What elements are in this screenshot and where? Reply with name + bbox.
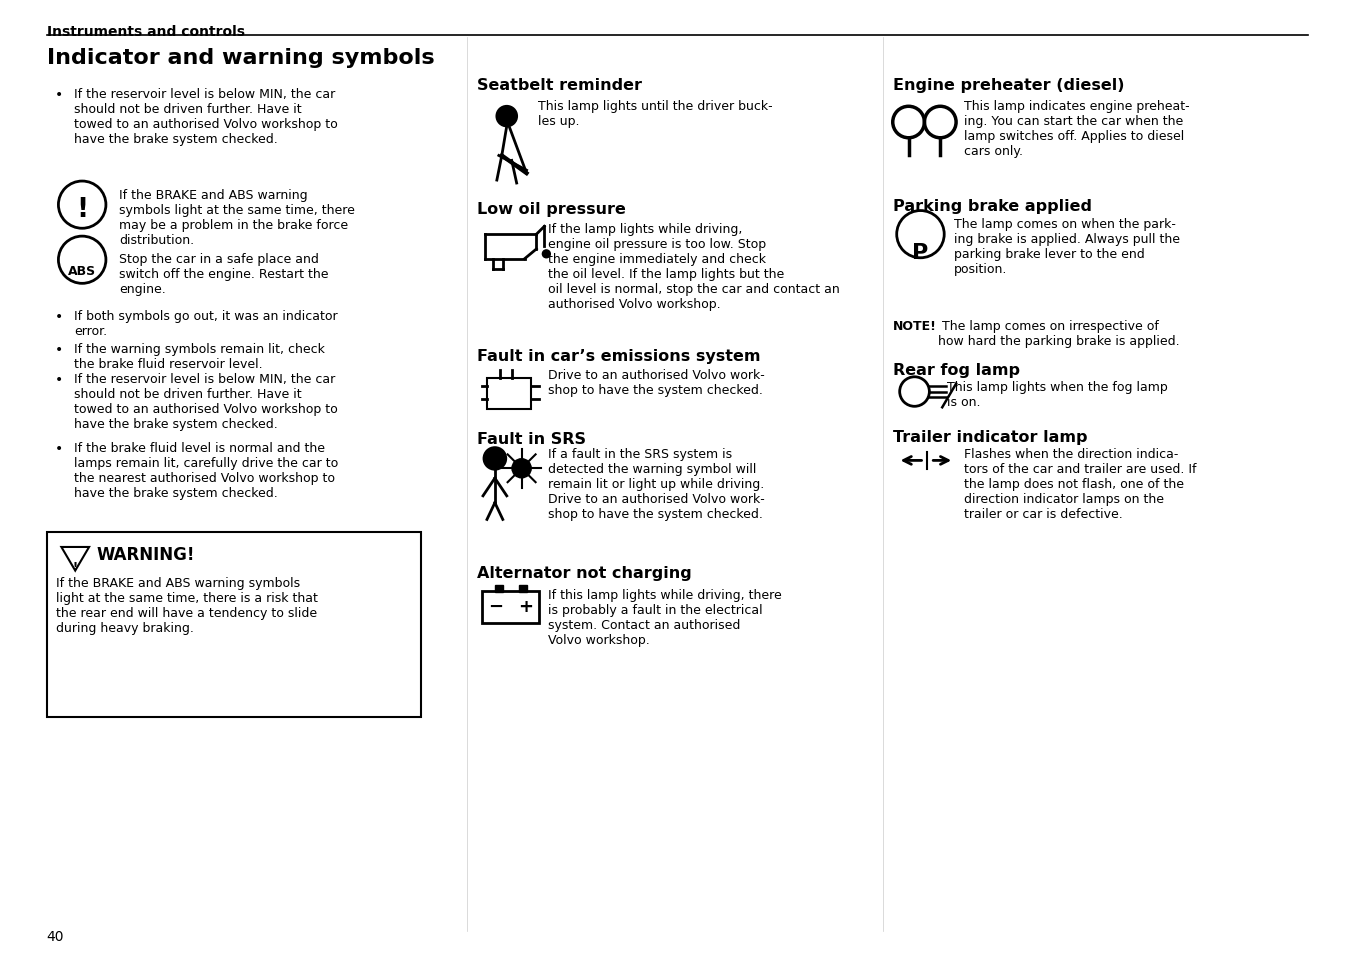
Text: The lamp comes on irrespective of
how hard the parking brake is applied.: The lamp comes on irrespective of how ha… bbox=[938, 319, 1180, 348]
Text: This lamp lights when the fog lamp
is on.: This lamp lights when the fog lamp is on… bbox=[948, 380, 1168, 408]
Text: Alternator not charging: Alternator not charging bbox=[477, 565, 692, 580]
Text: !: ! bbox=[73, 561, 78, 571]
Bar bbox=[495, 586, 503, 593]
Text: WARNING!: WARNING! bbox=[96, 545, 195, 563]
Text: If this lamp lights while driving, there
is probably a fault in the electrical
s: If this lamp lights while driving, there… bbox=[549, 589, 781, 646]
Text: Parking brake applied: Parking brake applied bbox=[892, 198, 1092, 213]
Text: !: ! bbox=[76, 196, 88, 223]
Text: If a fault in the SRS system is
detected the warning symbol will
remain lit or l: If a fault in the SRS system is detected… bbox=[549, 447, 765, 520]
Circle shape bbox=[496, 107, 516, 127]
Text: Drive to an authorised Volvo work-
shop to have the system checked.: Drive to an authorised Volvo work- shop … bbox=[549, 369, 765, 396]
Text: This lamp lights until the driver buck-
les up.: This lamp lights until the driver buck- … bbox=[538, 100, 773, 129]
Text: Flashes when the direction indica-
tors of the car and trailer are used. If
the : Flashes when the direction indica- tors … bbox=[964, 447, 1197, 520]
Text: •: • bbox=[54, 88, 62, 102]
Text: The lamp comes on when the park-
ing brake is applied. Always pull the
parking b: The lamp comes on when the park- ing bra… bbox=[955, 218, 1180, 276]
Text: •: • bbox=[54, 310, 62, 324]
Text: Engine preheater (diesel): Engine preheater (diesel) bbox=[892, 78, 1125, 92]
Text: Fault in SRS: Fault in SRS bbox=[477, 432, 585, 446]
Text: If the BRAKE and ABS warning
symbols light at the same time, there
may be a prob: If the BRAKE and ABS warning symbols lig… bbox=[119, 189, 354, 247]
Circle shape bbox=[512, 460, 530, 477]
Circle shape bbox=[542, 251, 550, 258]
Circle shape bbox=[484, 448, 506, 470]
Text: −: − bbox=[488, 598, 503, 616]
Text: If the warning symbols remain lit, check
the brake fluid reservoir level.: If the warning symbols remain lit, check… bbox=[74, 343, 324, 371]
Text: •: • bbox=[54, 343, 62, 357]
Text: Indicator and warning symbols: Indicator and warning symbols bbox=[46, 49, 434, 69]
Text: +: + bbox=[518, 598, 533, 616]
Text: NOTE!: NOTE! bbox=[892, 319, 937, 333]
Bar bbox=[519, 586, 526, 593]
Text: Rear fog lamp: Rear fog lamp bbox=[892, 363, 1019, 377]
Bar bbox=[483, 592, 539, 623]
Text: If the BRAKE and ABS warning symbols
light at the same time, there is a risk tha: If the BRAKE and ABS warning symbols lig… bbox=[57, 577, 318, 635]
Text: Trailer indicator lamp: Trailer indicator lamp bbox=[892, 430, 1087, 444]
Bar bbox=[46, 533, 420, 718]
Text: If the reservoir level is below MIN, the car
should not be driven further. Have : If the reservoir level is below MIN, the… bbox=[74, 373, 338, 431]
Text: P: P bbox=[913, 243, 929, 263]
Text: 40: 40 bbox=[46, 928, 64, 943]
Text: Low oil pressure: Low oil pressure bbox=[477, 201, 626, 216]
Text: •: • bbox=[54, 441, 62, 456]
Text: Stop the car in a safe place and
switch off the engine. Restart the
engine.: Stop the car in a safe place and switch … bbox=[119, 253, 329, 295]
Text: Instruments and controls: Instruments and controls bbox=[46, 25, 245, 39]
Text: If the brake fluid level is normal and the
lamps remain lit, carefully drive the: If the brake fluid level is normal and t… bbox=[74, 441, 338, 499]
Text: If both symbols go out, it was an indicator
error.: If both symbols go out, it was an indica… bbox=[74, 310, 338, 337]
Text: ABS: ABS bbox=[68, 265, 96, 277]
Text: This lamp indicates engine preheat-
ing. You can start the car when the
lamp swi: This lamp indicates engine preheat- ing.… bbox=[964, 100, 1190, 158]
Text: Fault in car’s emissions system: Fault in car’s emissions system bbox=[477, 349, 761, 364]
Text: If the lamp lights while driving,
engine oil pressure is too low. Stop
the engin: If the lamp lights while driving, engine… bbox=[549, 223, 840, 311]
Text: Seatbelt reminder: Seatbelt reminder bbox=[477, 78, 642, 92]
Text: •: • bbox=[54, 373, 62, 387]
Bar bbox=[487, 378, 531, 410]
Text: If the reservoir level is below MIN, the car
should not be driven further. Have : If the reservoir level is below MIN, the… bbox=[74, 88, 338, 146]
